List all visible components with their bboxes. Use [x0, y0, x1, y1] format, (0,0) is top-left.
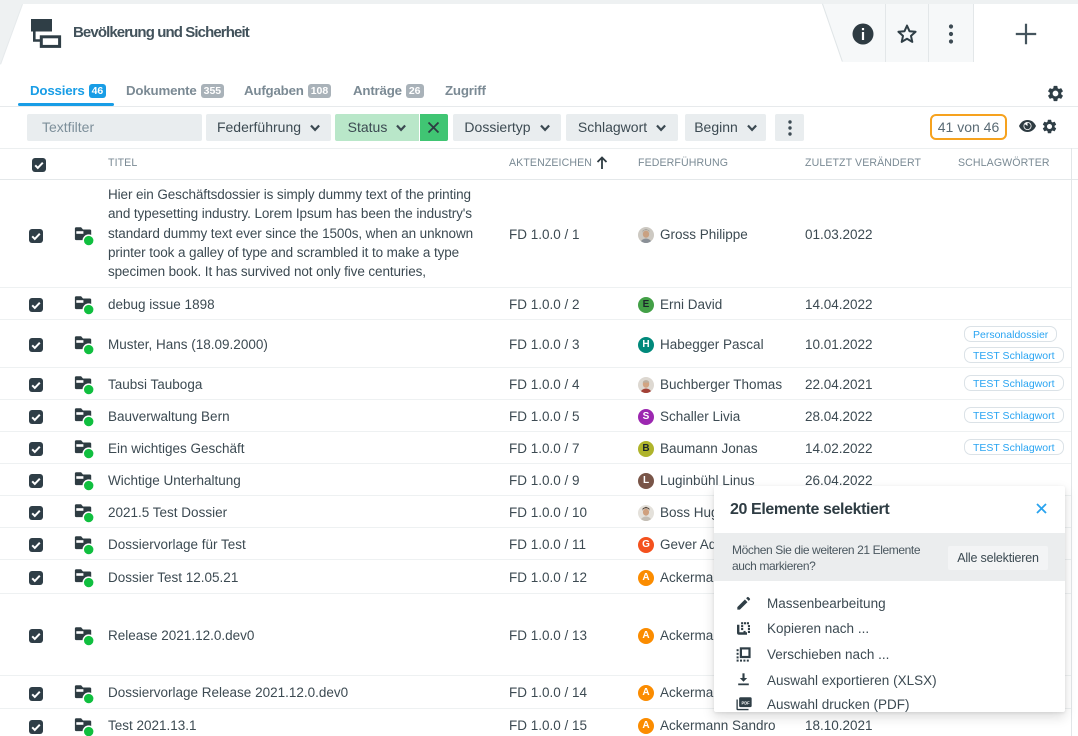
svg-text:PDF: PDF — [741, 700, 750, 705]
